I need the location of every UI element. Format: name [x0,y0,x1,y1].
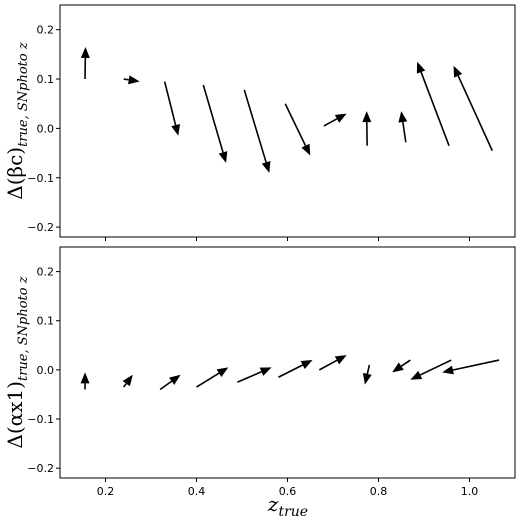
x-tick-label: 0.2 [97,485,115,498]
arrow-head [453,65,463,78]
y-axis-label-sub: true, SNphoto z [16,276,31,381]
y-tick-label: 0.1 [37,315,55,328]
arrow-head [259,367,272,376]
arrow-head [169,374,181,385]
quiver-arrow [163,81,180,136]
quiver-arrow [278,360,313,378]
arrow-head [300,360,313,370]
top-panel: −0.2 −0.1 0.0 0.1 0.2 Δ(βc)true, SNphoto z [3,4,516,241]
quiver-arrow [398,111,408,143]
arrow-head [171,124,180,136]
arrow-head [392,362,404,373]
y-tick-label: −0.1 [27,172,54,185]
arrow-head [80,372,90,384]
quiver-arrow [416,61,450,146]
y-axis-label-main: Δ(αx1) [3,381,27,449]
arrow-shaft [243,89,267,163]
arrow-shaft [318,359,338,371]
arrow-head [416,61,426,74]
arrow-head [80,46,90,59]
arrow-shaft [419,359,452,376]
quiver-arrow [243,89,271,173]
quiver-arrow [80,46,90,80]
quiver-arrow [442,359,500,375]
quiver-arrow [123,75,140,85]
quiver-arrow [453,65,493,151]
arrow-head [301,143,311,156]
quiver-arrow [392,359,411,373]
arrow-shaft [278,364,304,378]
quiver-arrow [202,84,228,163]
arrow-shaft [196,372,220,388]
y-tick-label: 0.1 [37,73,55,86]
quiver-arrow [159,374,181,391]
arrow-shaft [163,81,177,126]
arrow-head [362,111,372,123]
arrow-head [334,355,347,365]
plot-frame [59,4,516,238]
arrow-shaft [452,359,500,371]
quiver-arrow [237,367,272,383]
arrow-head [218,151,228,163]
arrow-shaft [420,71,450,146]
arrow-shaft [202,84,224,153]
y-tick-label: −0.2 [27,462,54,475]
arrow-head [410,370,423,380]
x-axis-label: ztrue [267,492,308,518]
quiver-arrow [284,103,311,156]
arrow-shaft [402,121,407,143]
arrow-head [122,374,133,387]
arrow-shaft [237,371,262,383]
x-tick-label: 0.4 [188,485,206,498]
arrow-shaft [123,78,129,81]
quiver-arrow [410,359,452,380]
arrow-head [442,365,454,375]
y-axis-label-sub: true, SNphoto z [16,42,31,147]
y-tick-label: 0.0 [37,122,55,135]
arrow-head [261,160,271,173]
quiver-arrow [323,113,347,127]
arrow-shaft [159,380,173,391]
arrow-shaft [123,383,127,388]
x-axis-label-sub: true [278,504,308,518]
arrow-shaft [284,103,307,146]
y-tick-label: 0.0 [37,364,55,377]
arrow-head [362,372,372,385]
arrow-head [216,367,229,378]
arrow-head [128,75,140,85]
x-tick-label: 0.8 [370,485,388,498]
quiver-arrow [362,364,372,385]
arrow-shaft [323,118,338,127]
arrow-head [398,111,408,123]
quiver-arrow [122,374,133,388]
quiver-arrow [196,367,229,388]
y-tick-label: −0.2 [27,221,54,234]
arrow-head [334,113,347,123]
arrow-shaft [366,364,371,375]
y-axis-label: Δ(βc)true, SNphoto z [3,42,31,200]
bottom-panel: −0.2 −0.1 0.0 0.1 0.2 0.2 0.4 0.6 0.8 1.0 Δ(αx1)tr… [3,246,516,498]
arrow-shaft [457,75,493,151]
y-tick-label: 0.2 [37,266,55,279]
y-axis-label: Δ(αx1)true, SNphoto z [3,276,31,448]
x-tick-label: 1.0 [461,485,479,498]
quiver-arrow [318,355,347,371]
x-tick-label: 0.6 [279,485,297,498]
y-tick-label: −0.1 [27,413,54,426]
y-tick-label: 0.2 [37,24,55,37]
quiver-arrow [80,372,90,390]
arrow-shaft [400,359,411,367]
y-axis-label-main: Δ(βc) [3,147,27,200]
x-axis-label-main: z [267,492,279,516]
quiver-arrow [362,111,372,146]
